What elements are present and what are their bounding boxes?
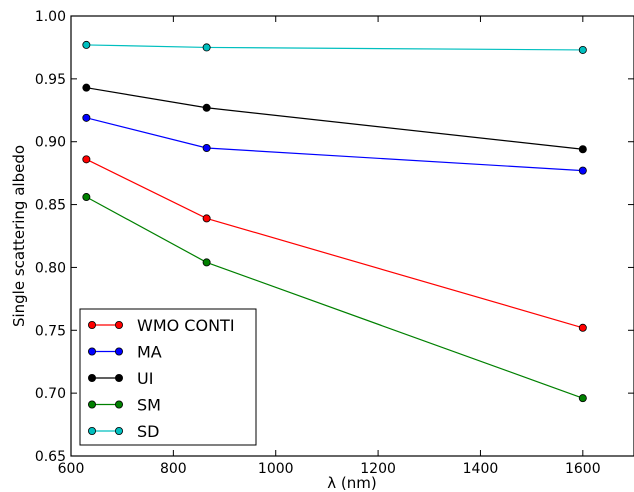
data-point bbox=[202, 103, 211, 112]
data-point bbox=[82, 83, 91, 92]
legend-entry: SD bbox=[88, 422, 159, 441]
data-point bbox=[578, 45, 587, 54]
legend-marker bbox=[88, 400, 97, 409]
legend-entry: WMO CONTI bbox=[88, 316, 235, 335]
series-group bbox=[82, 40, 587, 54]
legend-marker bbox=[115, 373, 124, 382]
y-tick-label: 0.80 bbox=[35, 260, 66, 276]
data-point bbox=[578, 323, 587, 332]
y-tick-label: 0.90 bbox=[35, 135, 66, 151]
x-tick-label: 600 bbox=[58, 461, 85, 477]
x-tick-label: 800 bbox=[160, 461, 187, 477]
data-point bbox=[202, 214, 211, 223]
data-point bbox=[202, 258, 211, 267]
legend-marker bbox=[115, 320, 124, 329]
legend-entry: SM bbox=[88, 396, 161, 415]
legend-label: WMO CONTI bbox=[137, 316, 235, 335]
x-tick-label: 1200 bbox=[360, 461, 396, 477]
series-group bbox=[82, 83, 587, 154]
series-group bbox=[82, 155, 587, 332]
legend-entry: UI bbox=[88, 369, 153, 388]
legend-label: SM bbox=[137, 396, 161, 415]
x-tick-label: 1600 bbox=[565, 461, 601, 477]
legend-marker bbox=[88, 373, 97, 382]
y-tick-label: 0.65 bbox=[35, 449, 66, 465]
legend-label: UI bbox=[137, 369, 153, 388]
data-point bbox=[82, 155, 91, 164]
legend-entry: MA bbox=[88, 343, 162, 362]
y-tick-label: 0.95 bbox=[35, 72, 66, 88]
legend-marker bbox=[115, 400, 124, 409]
series-group bbox=[82, 193, 587, 403]
data-point bbox=[82, 113, 91, 122]
legend-box bbox=[79, 308, 257, 446]
series-group bbox=[82, 113, 587, 175]
legend-label: SD bbox=[137, 422, 159, 441]
data-point bbox=[578, 394, 587, 403]
data-point bbox=[82, 193, 91, 202]
data-point bbox=[578, 145, 587, 154]
legend-marker bbox=[115, 347, 124, 356]
legend-label: MA bbox=[137, 343, 162, 362]
data-point bbox=[202, 143, 211, 152]
legend: WMO CONTI MA UI SM SD bbox=[79, 308, 257, 446]
y-axis-label: Single scattering albedo bbox=[10, 145, 28, 327]
y-tick-label: 1.00 bbox=[35, 9, 66, 25]
y-tick-label: 0.85 bbox=[35, 198, 66, 214]
x-tick-label: 1400 bbox=[463, 461, 499, 477]
x-axis-label: λ (nm) bbox=[327, 474, 376, 492]
y-tick-label: 0.70 bbox=[35, 386, 66, 402]
x-tick-label: 1000 bbox=[258, 461, 294, 477]
data-point bbox=[202, 43, 211, 52]
series-layer bbox=[82, 40, 587, 403]
legend-marker bbox=[115, 426, 124, 435]
legend-marker bbox=[88, 320, 97, 329]
axis-ticks: 600 800 1000 1200 1400 1600 0.65 0.70 0.75 0.80 0.… bbox=[35, 9, 634, 477]
legend-marker bbox=[88, 347, 97, 356]
data-point bbox=[82, 40, 91, 49]
legend-marker bbox=[88, 426, 97, 435]
data-point bbox=[578, 166, 587, 175]
y-tick-label: 0.75 bbox=[35, 323, 66, 339]
